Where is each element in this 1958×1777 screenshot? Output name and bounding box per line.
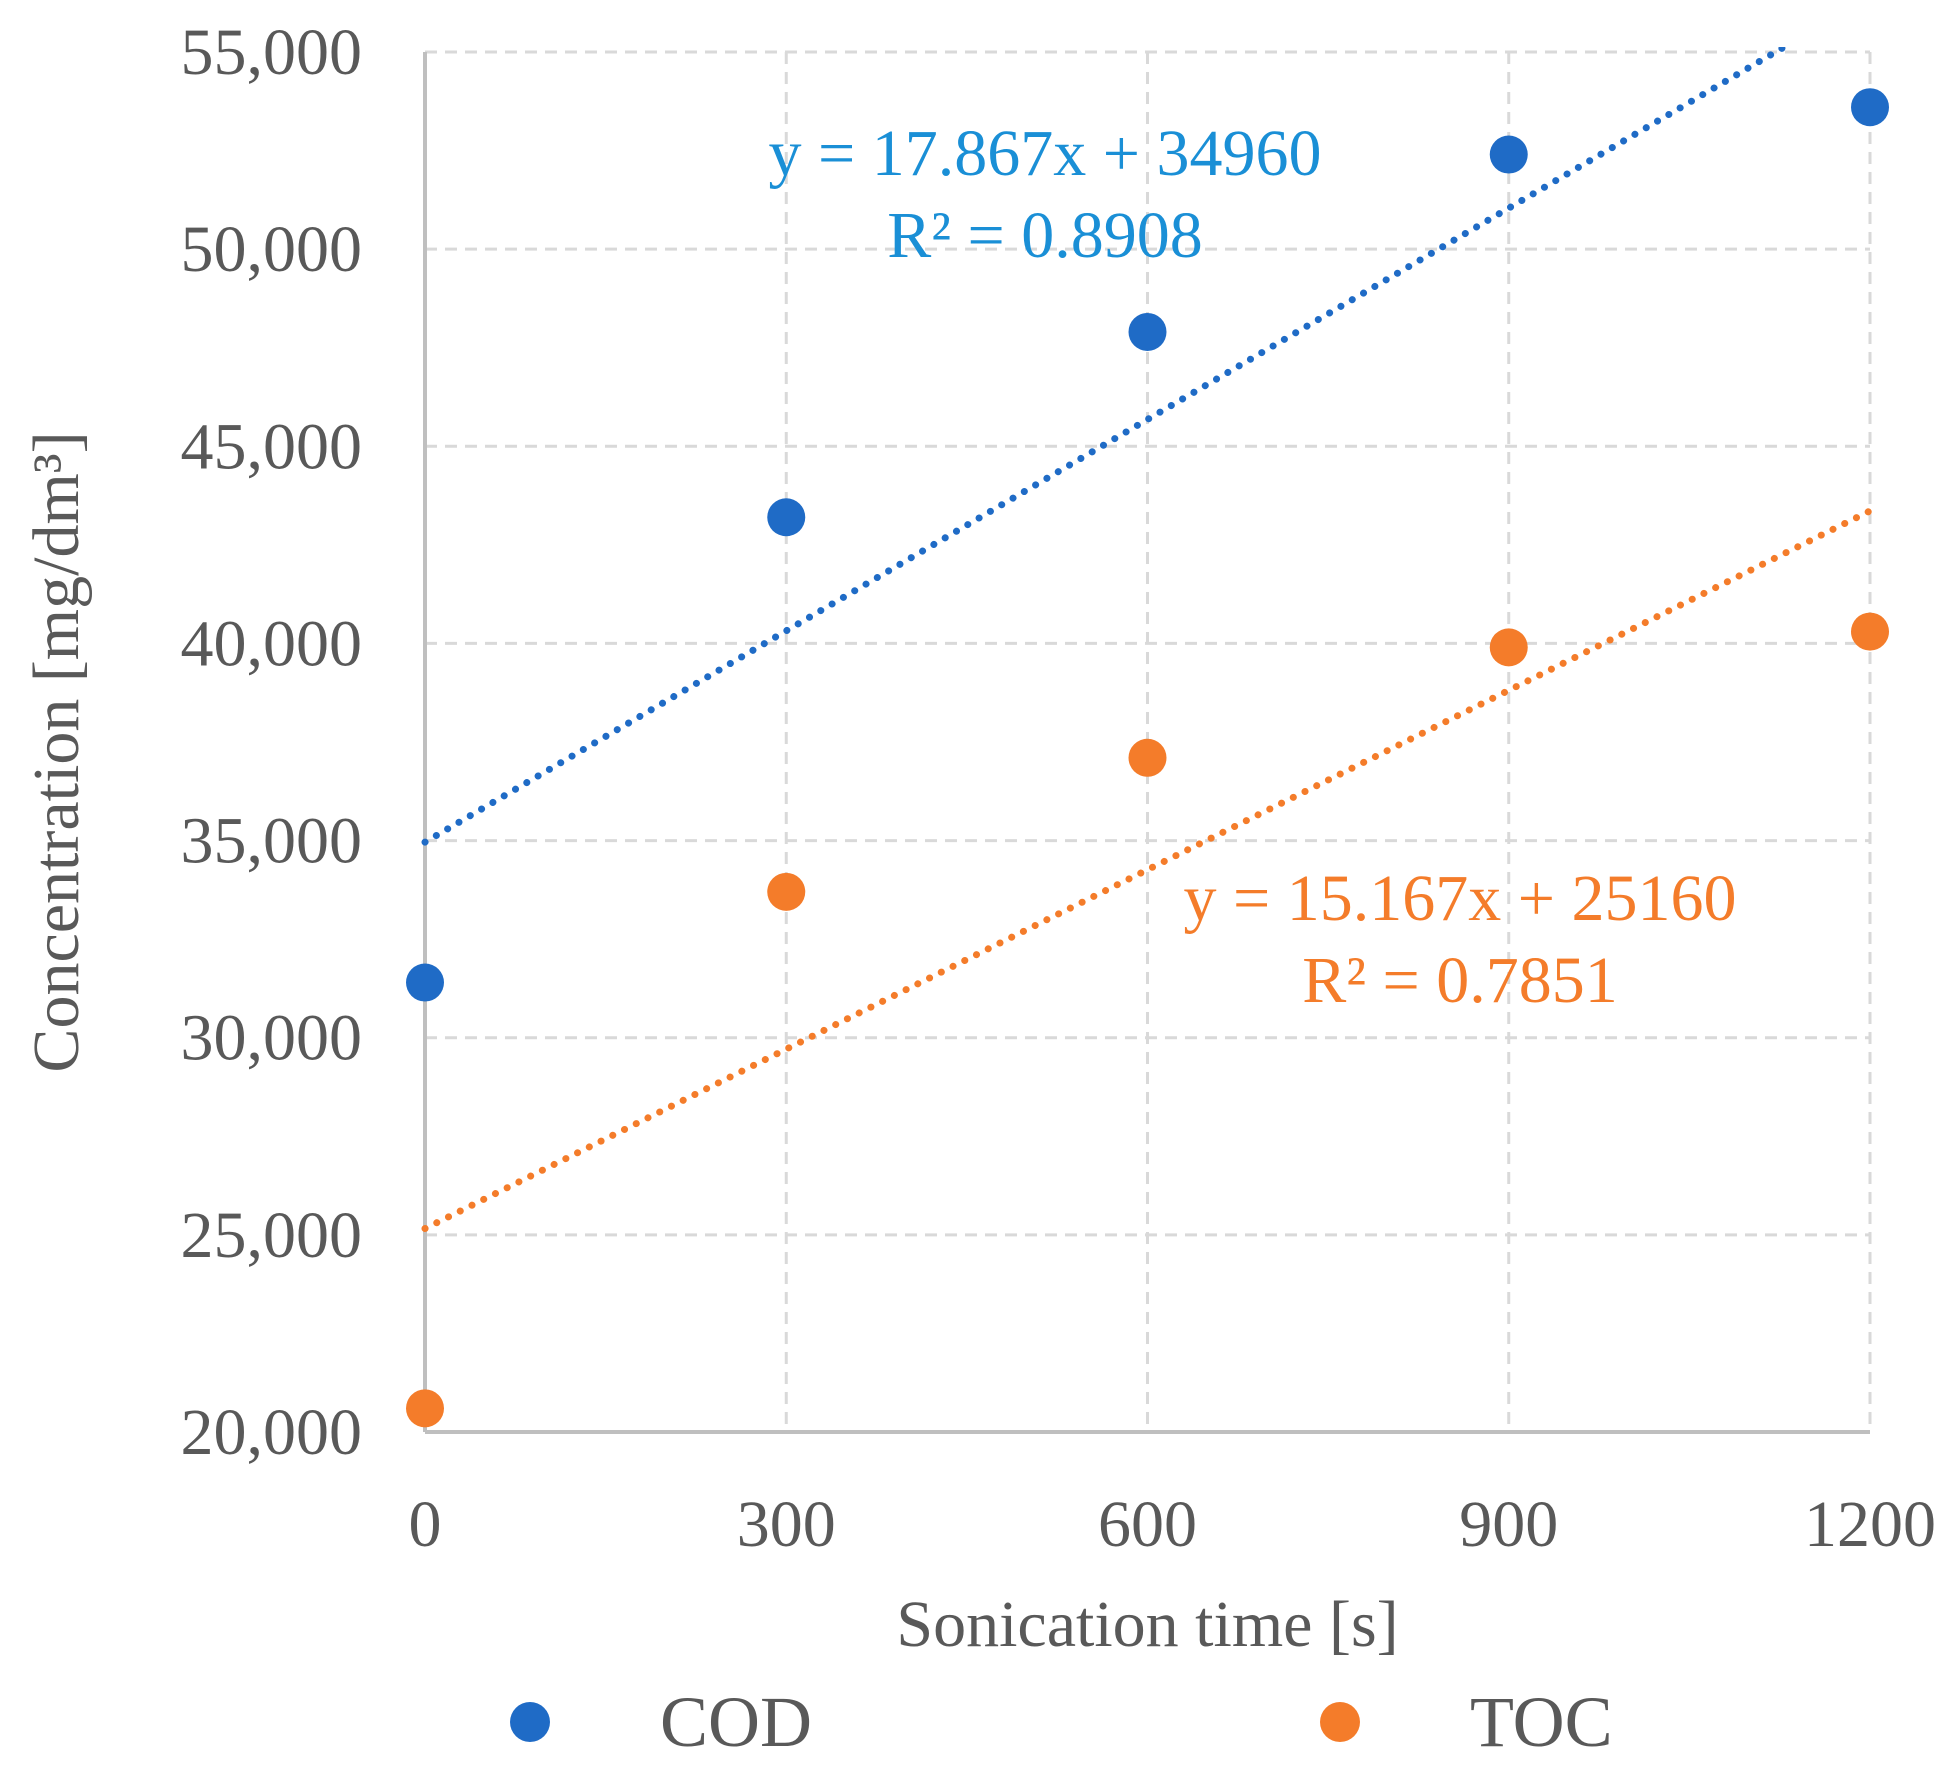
toc-data-point: [1128, 738, 1167, 777]
toc-trendline-equation: y = 15.167x + 25160: [1184, 862, 1737, 935]
data-points: [406, 88, 1889, 1428]
cod-legend-label: COD: [660, 1682, 812, 1762]
y-tick-label: 50,000: [181, 213, 363, 286]
toc-data-point: [1489, 628, 1528, 667]
cod-data-point: [1489, 135, 1528, 174]
trendlines: [421, 47, 1874, 1233]
toc-trendline-r2: R² = 0.7851: [1302, 944, 1618, 1017]
cod-data-point: [767, 498, 806, 537]
toc-legend-label: TOC: [1470, 1682, 1613, 1762]
y-tick-label: 40,000: [181, 607, 363, 680]
trendline-annotations: y = 17.867x + 34960 R² = 0.8908 y = 15.167…: [769, 117, 1737, 1017]
cod-data-point: [406, 963, 444, 1002]
legend: COD TOC: [510, 1682, 1613, 1762]
cod-trendline-r2: R² = 0.8908: [887, 199, 1203, 272]
tick-labels: 20,000 25,000 30,000 35,000 40,000 45,000 50,0…: [181, 16, 1937, 1561]
y-axis-title: Concentration [mg/dm³]: [20, 431, 93, 1072]
toc-legend-marker: [1320, 1702, 1360, 1742]
cod-data-point: [1128, 312, 1167, 351]
axis-titles: Sonication time [s] Concentration [mg/dm…: [20, 431, 1399, 1661]
toc-data-point: [767, 872, 806, 911]
x-axis-title: Sonication time [s]: [896, 1588, 1398, 1661]
toc-data-point: [1851, 612, 1889, 651]
cod-trendline-equation: y = 17.867x + 34960: [769, 117, 1322, 190]
axes: [423, 52, 1870, 1434]
x-tick-label: 900: [1459, 1488, 1558, 1561]
y-tick-label: 20,000: [181, 1396, 363, 1469]
cod-trendline: [421, 47, 1792, 846]
x-tick-label: 300: [737, 1488, 836, 1561]
x-tick-label: 600: [1098, 1488, 1197, 1561]
y-tick-label: 55,000: [181, 16, 363, 89]
y-tick-label: 45,000: [181, 410, 363, 483]
toc-data-point: [406, 1389, 444, 1428]
x-tick-label: 0: [409, 1488, 442, 1561]
y-tick-label: 35,000: [181, 805, 363, 878]
x-tick-label: 1200: [1804, 1488, 1936, 1561]
cod-legend-marker: [510, 1702, 550, 1742]
y-tick-label: 30,000: [181, 1002, 363, 1075]
y-tick-label: 25,000: [181, 1199, 363, 1272]
cod-data-point: [1851, 88, 1889, 127]
